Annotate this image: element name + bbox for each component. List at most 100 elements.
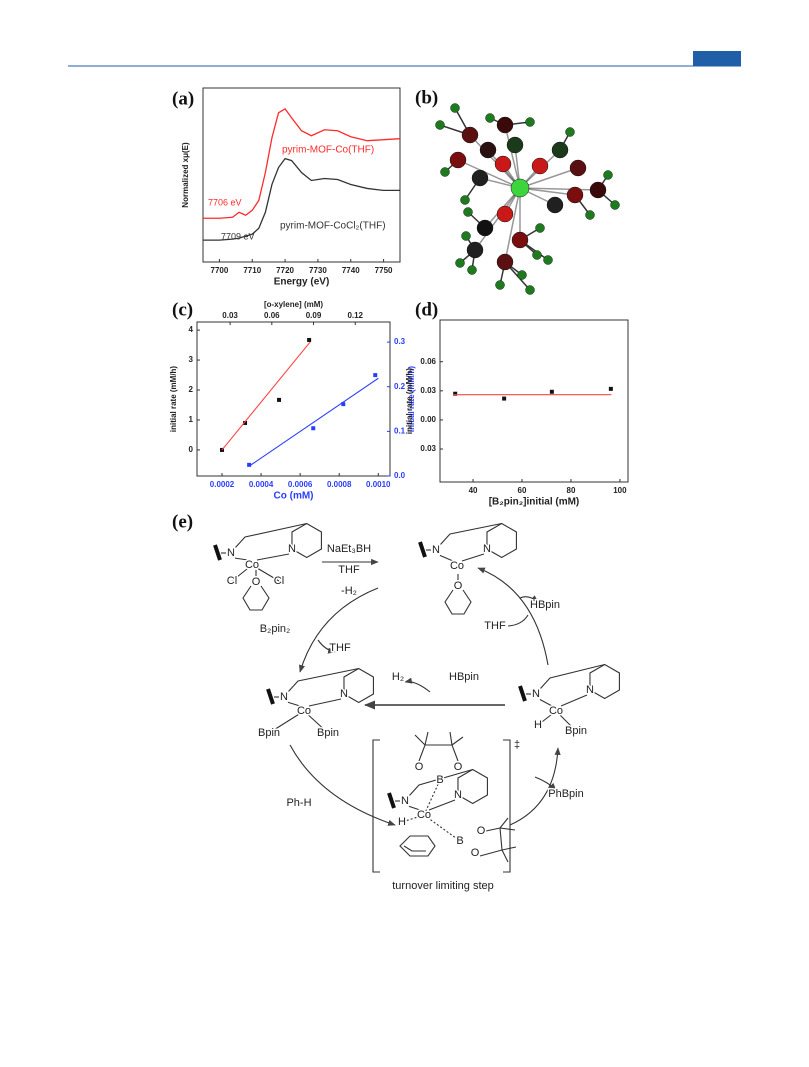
panel-label: (d): [415, 299, 438, 320]
y-tick-label: 0: [189, 445, 194, 454]
imine: [408, 768, 473, 797]
atom: [551, 141, 569, 159]
scheme-label: NaEt₃BH: [327, 543, 371, 555]
atom: [460, 195, 470, 205]
atom: [496, 116, 514, 134]
pyridine-ring: [486, 522, 517, 559]
atom: [535, 223, 545, 233]
bond: [286, 701, 301, 707]
x-axis-label: Co (mM): [274, 491, 314, 502]
scheme-label: HBpin: [530, 599, 560, 611]
bond: [256, 553, 290, 561]
bond: [407, 805, 421, 811]
atom-label: N: [432, 544, 440, 556]
atom: [566, 186, 584, 204]
data-point: [453, 391, 458, 396]
atom-label: O: [454, 761, 463, 773]
y-tick-label: 2: [189, 385, 194, 394]
scheme-label: ‡: [514, 739, 520, 751]
y2-tick-label: 0.3: [394, 337, 406, 346]
scheme-label: Ph-H: [286, 797, 311, 809]
bond: [251, 564, 280, 582]
atom: [450, 103, 460, 113]
bond: [308, 698, 342, 707]
atom: [532, 250, 542, 260]
pyridine-ring: [589, 663, 620, 700]
imine: [287, 667, 359, 693]
x-tick-label: 80: [567, 486, 576, 495]
annotation: 7706 eV: [208, 197, 242, 207]
atom: [517, 270, 527, 280]
atom-label: B: [456, 835, 463, 847]
y-tick-label: 0.03: [420, 386, 436, 395]
atom: [543, 255, 553, 265]
pyridine-ring: [343, 667, 374, 704]
bond: [519, 187, 599, 191]
y-tick-label: 0.06: [420, 357, 436, 366]
charts: (a) 7700 7710 7720 7730 7740 7750 Energy (eV) No…: [169, 87, 629, 508]
arrow: [404, 677, 431, 693]
y2-tick-label: 0.0: [394, 471, 406, 480]
atom: [511, 231, 529, 249]
bond: [461, 553, 485, 562]
atom: [610, 200, 620, 210]
bond: [504, 124, 521, 189]
atom-label: N: [280, 691, 288, 703]
atom-label: O: [252, 576, 261, 588]
y-axis-label: Normalized xμ(E): [181, 142, 190, 208]
bond: [428, 799, 456, 811]
atom-label: Bpin: [317, 727, 339, 739]
x-tick-label: 0.0002: [210, 480, 235, 489]
pyridine-ring: [457, 768, 488, 805]
panel-label: (c): [172, 299, 193, 320]
y-tick-label: 0.00: [420, 415, 436, 424]
data-point: [373, 373, 378, 378]
y-tick-label: 4: [189, 325, 194, 334]
scheme-label: THF: [329, 642, 351, 654]
bond: [457, 159, 521, 189]
atom: [455, 258, 465, 268]
data-point: [341, 402, 346, 407]
scheme-label: H₂: [392, 671, 404, 683]
pinacol: [479, 817, 517, 863]
annotation: 7709 eV: [221, 231, 255, 241]
scheme-label: B₂pin₂: [260, 623, 291, 635]
atom: [461, 126, 479, 144]
x-tick-label: 7730: [309, 266, 327, 275]
phenyl: [399, 835, 436, 857]
x-axis-label: Energy (eV): [274, 277, 330, 288]
x-tick-label: 60: [518, 486, 527, 495]
fit-line: [221, 341, 311, 451]
imine: [539, 663, 605, 690]
y2-axis-label: initial rate (mM/h): [407, 366, 416, 433]
atom-label: Co: [245, 559, 259, 571]
fit-line: [248, 377, 379, 467]
atom-label: Bpin: [258, 727, 280, 739]
scheme-label: PhBpin: [548, 788, 583, 800]
atom-label: O: [471, 847, 480, 859]
atom: [525, 285, 535, 295]
scheme-label: THF: [338, 564, 360, 576]
atom-label: Bpin: [565, 725, 587, 737]
support: [418, 541, 427, 558]
x-tick-label: 7750: [375, 266, 393, 275]
atom-label: N: [483, 543, 491, 555]
pyridine-ring: [291, 522, 322, 559]
data-point: [608, 386, 613, 391]
scheme-label: turnover limiting step: [392, 880, 494, 892]
x2-tick-label: 0.09: [306, 311, 322, 320]
panel-label: (a): [172, 88, 194, 109]
atom-label: Co: [450, 560, 464, 572]
atom: [510, 178, 530, 198]
scheme-label: THF: [484, 620, 506, 632]
atom: [461, 231, 471, 241]
atom: [495, 280, 505, 290]
y-tick-label: 1: [189, 415, 194, 424]
atom-label: Cl: [227, 575, 237, 587]
series-label: pyrim-MOF-CoCl₂(THF): [280, 221, 386, 232]
scheme-label: HBpin: [449, 671, 479, 683]
atom-label: H: [534, 719, 542, 731]
y-axis-label: initial rate (mM/h): [169, 366, 178, 433]
scheme-label: -H₂: [341, 585, 357, 597]
